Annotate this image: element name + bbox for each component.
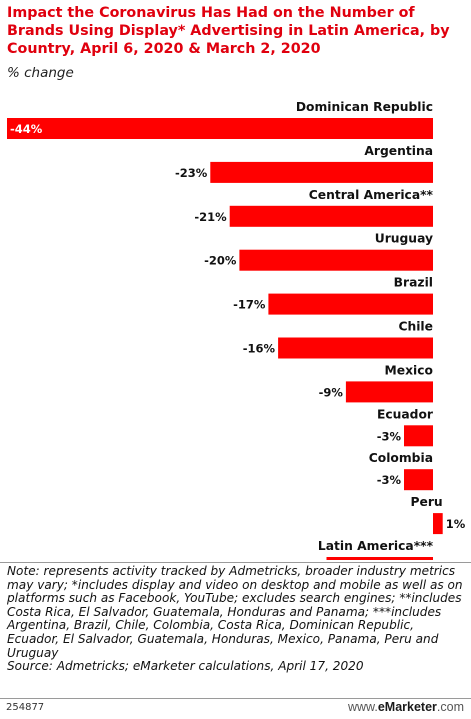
bar-row-uruguay: Uruguay -20% [204,232,433,271]
value-label: -3% [377,473,402,487]
value-label: -9% [319,385,344,399]
bar-row-mexico: Mexico -9% [319,363,433,403]
brand-name: eMarketer [377,700,437,714]
value-label: -20% [204,254,237,268]
category-label: Central America** [309,188,434,202]
category-label: Peru [411,495,443,509]
bar-row-dominican-republic: Dominican Republic -44% [7,100,433,139]
value-label: -17% [233,298,266,312]
bar-colombia [404,469,433,491]
bar-row-chile: Chile -16% [243,320,433,359]
value-label: -44% [10,122,43,136]
chart-id: 254877 [6,702,45,713]
footnote-text: Note: represents activity tracked by Adm… [7,564,463,660]
category-label: Argentina [364,144,433,158]
bar-brazil [268,293,433,315]
bar-argentina [210,161,433,183]
source-text: Source: Admetricks; eMarketer calculatio… [7,659,364,674]
value-label: -23% [175,166,208,180]
category-label: Brazil [394,276,433,290]
bar-row-central-america: Central America** -21% [194,188,434,227]
category-label: Dominican Republic [296,100,433,114]
bar-row-latin-america: Latin America***-11% [318,539,434,560]
chart-title: Impact the Coronavirus Has Had on the Nu… [7,5,450,57]
value-label: -16% [243,342,276,356]
bar-latin-america [326,557,433,560]
category-label: Chile [398,320,433,334]
bar-row-argentina: Argentina -23% [175,144,433,183]
value-label: -3% [377,429,402,443]
bar-row-colombia: Colombia -3% [369,451,433,491]
category-label: Mexico [385,363,433,377]
bar-chile [278,337,433,359]
footer-divider [0,698,471,699]
bar-chart: Dominican Republic -44% Argentina -23% Centr… [7,100,466,560]
chart-subtitle: % change [7,65,74,81]
bar-ecuador [404,425,433,447]
category-label: Colombia [369,451,433,465]
brand-suffix: .com [436,700,464,714]
chart-note: Note: represents activity tracked by Adm… [7,564,469,674]
value-label: -21% [194,210,227,224]
brand-logo: www.eMarketer.com [348,700,464,714]
bar-central-america [229,205,433,227]
bar-dominican-republic [7,118,433,139]
bar-uruguay [239,249,433,271]
bar-row-brazil: Brazil -17% [233,276,433,315]
value-label: 1% [446,517,466,531]
bar-peru [433,513,443,535]
bar-row-ecuador: Ecuador -3% [377,407,434,447]
category-label: Ecuador [377,407,434,421]
chart-divider [0,562,471,563]
category-label: Latin America*** [318,539,434,553]
category-label: Uruguay [375,232,433,246]
bar-mexico [345,381,433,403]
brand-prefix: www. [347,700,378,714]
